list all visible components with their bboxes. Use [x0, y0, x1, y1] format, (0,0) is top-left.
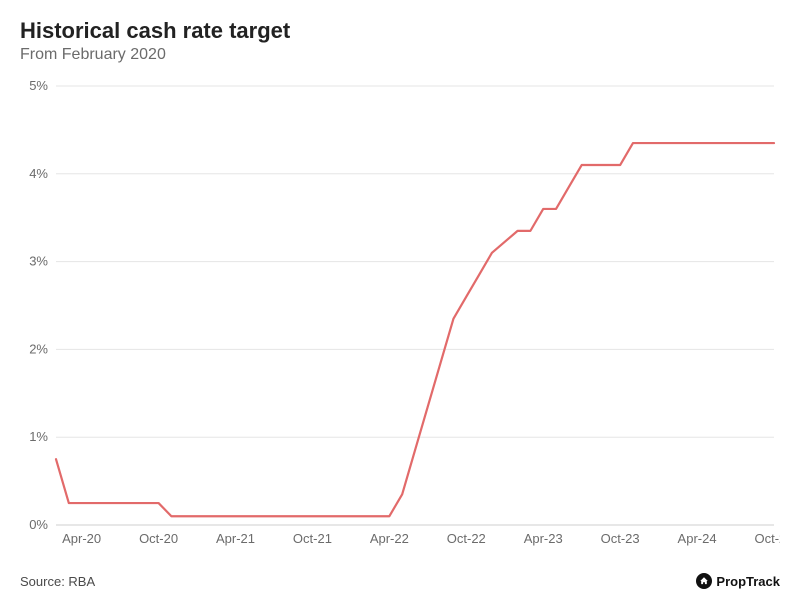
rate-series-line: [56, 143, 774, 516]
y-axis-label: 3%: [29, 254, 48, 269]
x-axis-label: Oct-21: [293, 531, 332, 546]
chart-footer: Source: RBA PropTrack: [20, 573, 780, 589]
x-axis-label: Apr-22: [370, 531, 409, 546]
x-axis-label: Apr-21: [216, 531, 255, 546]
x-axis-label: Apr-24: [678, 531, 717, 546]
y-axis-label: 5%: [29, 80, 48, 93]
x-axis-label: Apr-20: [62, 531, 101, 546]
y-axis-label: 0%: [29, 517, 48, 532]
x-axis-label: Oct-22: [447, 531, 486, 546]
x-axis-label: Apr-23: [524, 531, 563, 546]
line-chart-svg: 0% 1% 2% 3% 4% 5% Apr-20 Oct-20 Apr-21 Oct-21 Apr-…: [20, 80, 780, 551]
x-axis-label: Oct-20: [139, 531, 178, 546]
y-axis-label: 1%: [29, 429, 48, 444]
source-label: Source: RBA: [20, 574, 95, 589]
chart-title: Historical cash rate target: [20, 18, 780, 44]
house-icon: [696, 573, 712, 589]
brand-label: PropTrack: [716, 574, 780, 589]
y-axis-label: 2%: [29, 341, 48, 356]
chart-subtitle: From February 2020: [20, 46, 780, 64]
plot-area: 0% 1% 2% 3% 4% 5% Apr-20 Oct-20 Apr-21 Oct-21 Apr-…: [20, 80, 780, 551]
chart-container: Historical cash rate target From Februar…: [0, 0, 800, 603]
x-axis-label: Oct-23: [601, 531, 640, 546]
y-axis-label: 4%: [29, 166, 48, 181]
x-axis-label: Oct-24: [754, 531, 780, 546]
brand-badge: PropTrack: [696, 573, 780, 589]
